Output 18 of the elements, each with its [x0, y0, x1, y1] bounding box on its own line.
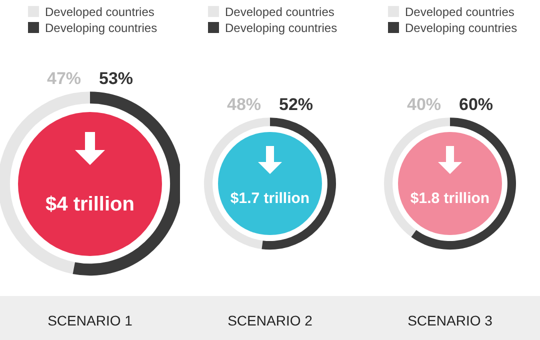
data-label: 48% — [226, 94, 262, 114]
data-label: 47% — [46, 68, 82, 88]
text: $1.8 trillion — [410, 190, 490, 208]
text: $1.7 trillion — [230, 190, 310, 208]
legend-label: Developing countries — [404, 20, 518, 36]
data-label: 52% — [278, 94, 314, 114]
text: $4 trillion — [46, 194, 134, 216]
data-label: 60% — [458, 94, 494, 114]
text: SCENARIO 1 — [48, 312, 133, 328]
data-label: 53% — [98, 68, 134, 88]
legend-label: Developing countries — [224, 20, 338, 36]
legend-label: Developed countries — [404, 4, 516, 20]
legend-label: Developed countries — [44, 4, 156, 20]
data-label: 40% — [406, 94, 442, 114]
legend-label: Developed countries — [224, 4, 336, 20]
text: SCENARIO 2 — [228, 312, 313, 328]
legend-label: Developing countries — [44, 20, 158, 36]
text: SCENARIO 3 — [408, 312, 493, 328]
